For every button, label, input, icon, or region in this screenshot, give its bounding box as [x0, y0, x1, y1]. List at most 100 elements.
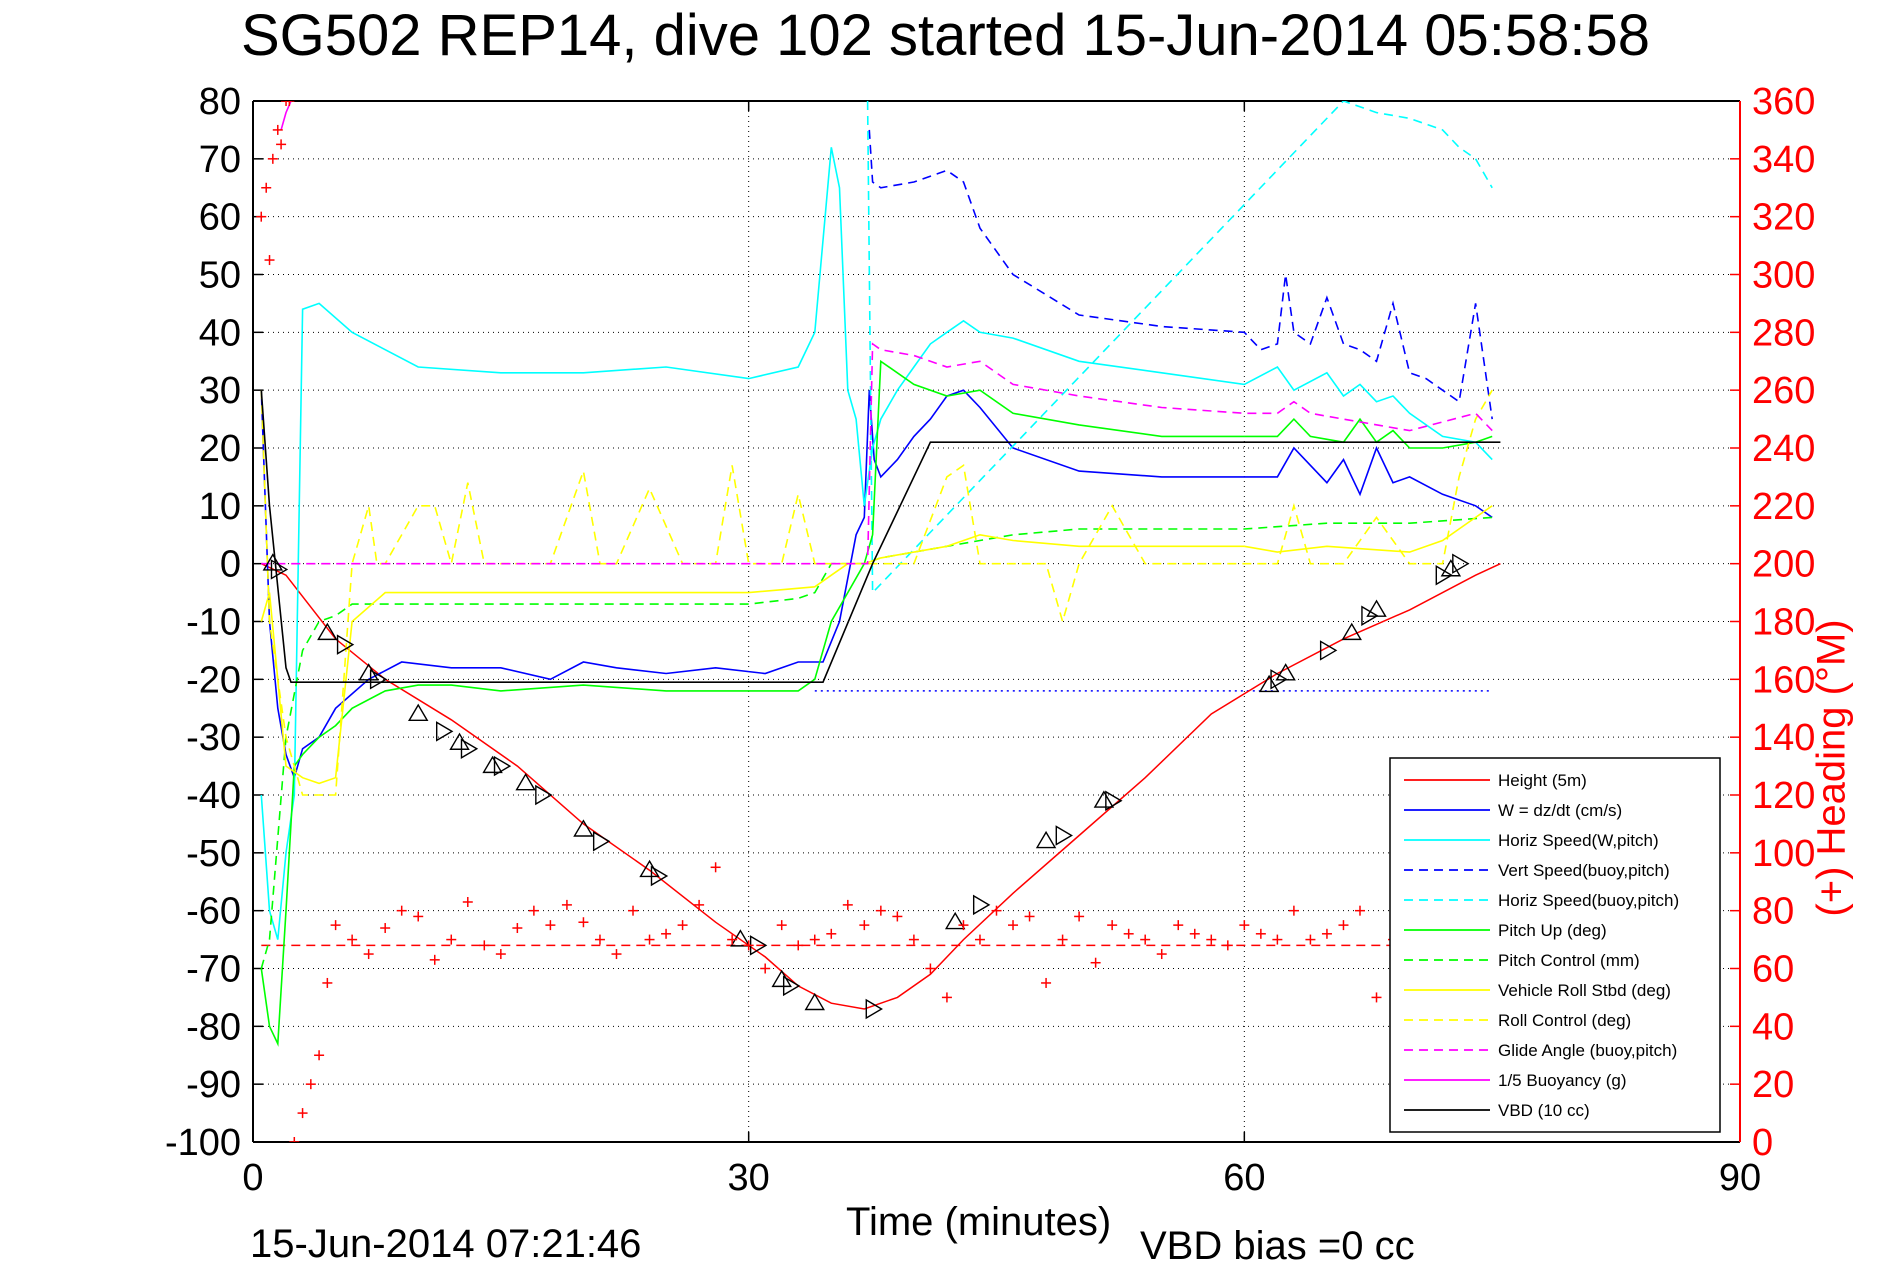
heading-point	[1156, 949, 1167, 960]
y2-tick-label: 180	[1752, 602, 1815, 644]
legend-label-height-5m: Height (5m)	[1498, 771, 1587, 790]
heading-point	[396, 905, 407, 916]
triangle-marker	[944, 911, 966, 930]
legend-label-w-dz-dt-cm-s: W = dz/dt (cm/s)	[1498, 801, 1622, 820]
y2-tick-label: 360	[1752, 81, 1815, 123]
heading-point	[276, 139, 287, 150]
y2-tick-label: 200	[1752, 544, 1815, 586]
y2-tick-label: 120	[1752, 775, 1815, 817]
heading-point	[512, 923, 523, 934]
y2-tick-label: 240	[1752, 428, 1815, 470]
heading-point	[776, 920, 787, 931]
triangle-marker	[573, 819, 594, 837]
heading-point	[743, 940, 754, 951]
legend-label-horiz-speed-w-pitch: Horiz Speed(W,pitch)	[1498, 831, 1659, 850]
triangle-marker	[515, 773, 536, 791]
heading-point	[727, 934, 738, 945]
heading-point	[1338, 920, 1349, 931]
legend-label-vehicle-roll-stbd-deg: Vehicle Roll Stbd (deg)	[1498, 981, 1671, 1000]
y2-tick-label: 340	[1752, 139, 1815, 181]
y-tick-label: -100	[165, 1122, 241, 1164]
heading-point	[1354, 905, 1365, 916]
y-tick-label: 20	[199, 428, 241, 470]
heading-point	[413, 911, 424, 922]
x-tick-label: 0	[242, 1157, 263, 1199]
heading-point	[925, 963, 936, 974]
triangle-marker	[317, 622, 338, 641]
y2-tick-label: 220	[1752, 486, 1815, 528]
y-tick-label: -60	[186, 891, 241, 933]
heading-point	[1107, 920, 1118, 931]
x-tick-label: 90	[1719, 1157, 1761, 1199]
x-tick-label: 60	[1223, 1157, 1265, 1199]
legend: Height (5m) W = dz/dt (cm/s) Horiz Speed(W…	[1389, 757, 1721, 1133]
triangle-marker	[1361, 605, 1379, 626]
y-tick-label: 50	[199, 255, 241, 297]
triangle-marker	[1093, 790, 1115, 808]
series-line-glide-angle-buoy-pitch	[261, 342, 1493, 565]
series-line-horiz-speed-buoy-pitch	[866, 101, 1493, 595]
y-tick-label: -70	[186, 949, 241, 991]
legend-label-glide-angle-buoy-pitch: Glide Angle (buoy,pitch)	[1498, 1041, 1677, 1060]
triangle-marker	[1035, 830, 1057, 849]
heading-point	[842, 899, 853, 910]
marker-layer	[262, 553, 1470, 1020]
heading-point	[1173, 920, 1184, 931]
heading-point	[875, 905, 886, 916]
heading-point	[462, 896, 473, 907]
heading-point	[826, 928, 837, 939]
heading-point	[677, 920, 688, 931]
heading-point	[1024, 911, 1035, 922]
heading-point	[694, 899, 705, 910]
heading-point	[256, 211, 267, 222]
heading-point	[561, 899, 572, 910]
y2-tick-label: 0	[1752, 1122, 1773, 1164]
heading-point	[314, 1050, 325, 1061]
y2-tick-label: 320	[1752, 197, 1815, 239]
triangle-marker	[1440, 559, 1462, 577]
triangle-marker	[369, 669, 388, 690]
y2-tick-label: 100	[1752, 833, 1815, 875]
y-tick-label: 30	[199, 370, 241, 412]
chart-title: SG502 REP14, dive 102 started 15-Jun-201…	[240, 3, 1651, 68]
triangle-marker	[804, 992, 825, 1011]
y-tick-label: -90	[186, 1064, 241, 1106]
triangle-marker	[1366, 599, 1387, 617]
y-tick-label: 10	[199, 486, 241, 528]
legend-label-vbd-10-cc: VBD (10 cc)	[1498, 1101, 1590, 1120]
heading-point	[380, 923, 391, 934]
heading-point	[272, 124, 283, 135]
heading-point	[264, 255, 275, 266]
heading-point	[1123, 928, 1134, 939]
heading-point	[429, 954, 440, 965]
y-tick-label: -30	[186, 717, 241, 759]
heading-point	[1321, 928, 1332, 939]
y2-tick-label: 140	[1752, 717, 1815, 759]
heading-point	[1272, 934, 1283, 945]
triangle-marker	[1258, 674, 1280, 693]
heading-point	[710, 862, 721, 873]
heading-point	[1140, 934, 1151, 945]
heading-point	[1288, 905, 1299, 916]
legend-label-pitch-control-mm: Pitch Control (mm)	[1498, 951, 1640, 970]
x-axis-label: Time (minutes)	[846, 1200, 1112, 1244]
triangle-marker	[1341, 622, 1362, 641]
heading-point	[261, 182, 272, 193]
heading-point	[644, 934, 655, 945]
y-tick-label: -20	[186, 659, 241, 701]
heading-point	[974, 934, 985, 945]
y2-tick-label: 260	[1752, 370, 1815, 412]
legend-label-1-5-buoyancy-g: 1/5 Buoyancy (g)	[1498, 1071, 1627, 1090]
y-tick-label: 0	[220, 544, 241, 586]
triangle-marker	[1105, 790, 1123, 812]
heading-point	[908, 934, 919, 945]
legend-label-vert-speed-buoy-pitch: Vert Speed(buoy,pitch)	[1498, 861, 1670, 880]
heading-point	[1057, 934, 1068, 945]
y2-tick-label: 20	[1752, 1064, 1794, 1106]
legend-box	[1389, 757, 1721, 1133]
triangle-marker	[535, 784, 553, 806]
triangle-marker	[650, 865, 669, 887]
heading-point	[1305, 934, 1316, 945]
right-axis-label: (+) Heading (°M)	[1809, 619, 1854, 917]
